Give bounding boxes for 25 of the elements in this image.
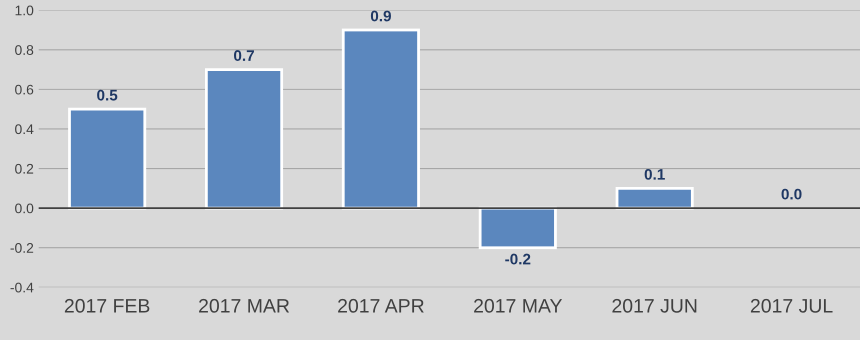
- bar: [342, 28, 420, 210]
- y-tick-label: 0.2: [15, 164, 34, 174]
- x-tick-label: 2017 APR: [338, 298, 424, 313]
- y-tick-label: 0.4: [15, 124, 34, 134]
- x-tick-label: 2017 JUL: [750, 298, 833, 313]
- y-tick-label: 0.6: [15, 84, 34, 95]
- bar: [68, 108, 146, 210]
- bar: [478, 206, 557, 250]
- x-tick-label: 2017 JUN: [612, 298, 696, 313]
- data-label: 0.9: [370, 10, 391, 22]
- data-label: 0.7: [234, 50, 254, 62]
- bar: [616, 186, 694, 210]
- data-label: 0.5: [97, 90, 118, 101]
- bar: [204, 68, 284, 210]
- x-tick-label: 2017 FEB: [64, 298, 150, 313]
- y-tick-label: 1.0: [16, 6, 34, 16]
- data-label: 0.1: [644, 168, 665, 180]
- y-tick-label: 0.8: [15, 45, 34, 55]
- data-label: -0.2: [505, 254, 530, 264]
- y-tick-label: -0.2: [10, 243, 34, 253]
- x-tick-label: 2017 MAR: [199, 298, 290, 313]
- data-label: 0.0: [782, 188, 802, 200]
- x-tick-label: 2017 MAY: [474, 298, 562, 313]
- y-tick-label: 0.0: [15, 203, 34, 214]
- y-tick-label: -0.4: [10, 282, 34, 292]
